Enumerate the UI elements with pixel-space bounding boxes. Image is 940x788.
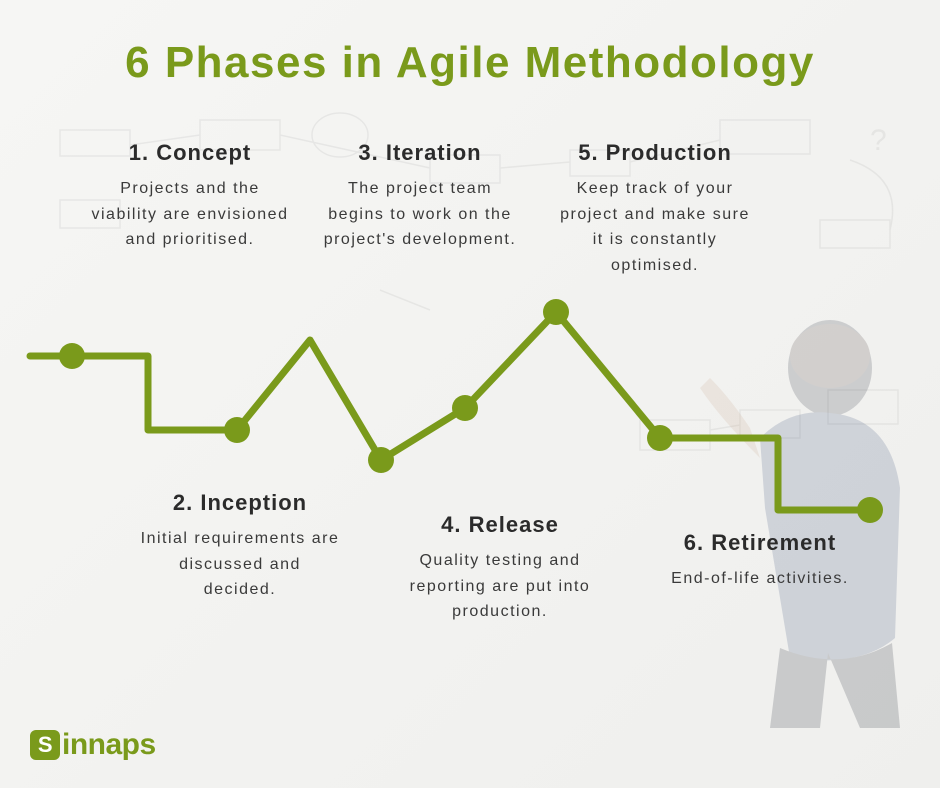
logo-text: innaps [62,728,156,762]
phase-desc: The project team begins to work on the p… [320,176,520,253]
phase-iteration: 3. Iteration The project team begins to w… [320,140,520,253]
phase-desc: Quality testing and reporting are put in… [400,548,600,625]
logo-s-badge: S [30,730,60,760]
phase-desc: Keep track of your project and make sure… [555,176,755,278]
chart-node [857,497,883,523]
chart-node [647,425,673,451]
phase-desc: End-of-life activities. [660,566,860,592]
phase-title: 4. Release [400,512,600,538]
phase-desc: Projects and the viability are envisione… [90,176,290,253]
phase-inception: 2. Inception Initial requirements are dis… [140,490,340,603]
sinnaps-logo: Sinnaps [30,728,156,762]
phase-title: 5. Production [555,140,755,166]
chart-node [368,447,394,473]
phase-concept: 1. Concept Projects and the viability are… [90,140,290,253]
phase-title: 6. Retirement [660,530,860,556]
chart-node [59,343,85,369]
phase-title: 2. Inception [140,490,340,516]
phase-title: 1. Concept [90,140,290,166]
phase-desc: Initial requirements are discussed and d… [140,526,340,603]
phase-release: 4. Release Quality testing and reporting … [400,512,600,625]
phase-title: 3. Iteration [320,140,520,166]
phase-retirement: 6. Retirement End-of-life activities. [660,530,860,592]
chart-node [543,299,569,325]
phase-zigzag-chart [0,0,940,788]
phase-production: 5. Production Keep track of your project … [555,140,755,278]
chart-node [224,417,250,443]
chart-node [452,395,478,421]
